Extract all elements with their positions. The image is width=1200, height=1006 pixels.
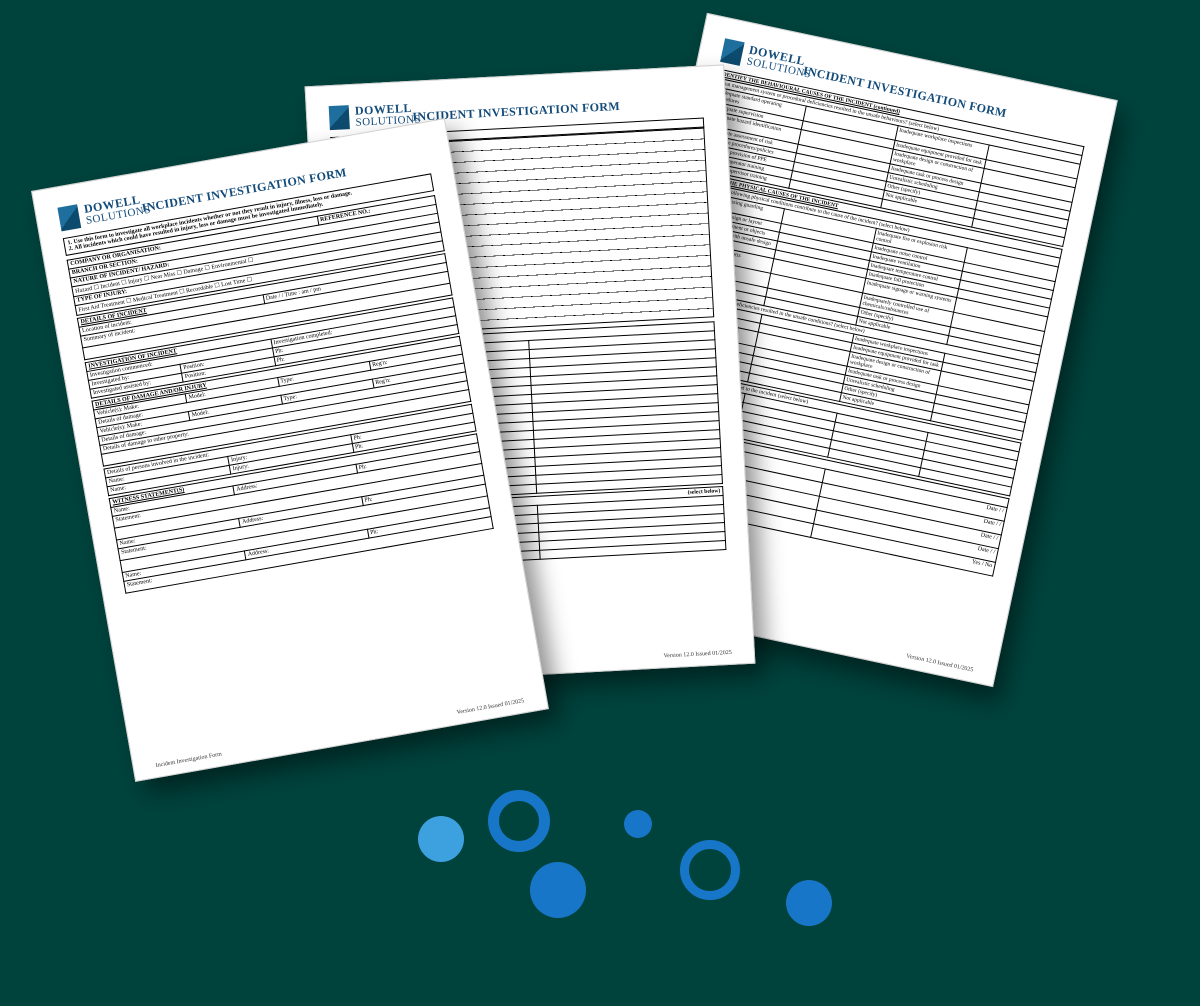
- brand-mark-icon: [57, 204, 81, 231]
- footer-right: Version 12.0 Issued 01/2025: [906, 653, 974, 673]
- footer-left: Incident Investigation Form: [155, 752, 222, 770]
- canvas: DOWELL SOLUTIONS INCIDENT INVESTIGATION …: [0, 0, 1200, 1006]
- decorative-circle: [418, 816, 464, 862]
- footer-right: Version 12.0 Issued 01/2025: [456, 698, 524, 716]
- brand-mark-icon: [329, 105, 350, 130]
- page-footer: Incident Investigation Form Version 12.0…: [155, 698, 524, 769]
- decorative-circle: [624, 810, 652, 838]
- decorative-circle: [530, 862, 586, 918]
- decorative-circle: [488, 790, 550, 852]
- decorative-circle: [786, 880, 832, 926]
- footer-right: Version 12.0 Issued 01/2025: [663, 650, 732, 660]
- decorative-circle: [680, 840, 740, 900]
